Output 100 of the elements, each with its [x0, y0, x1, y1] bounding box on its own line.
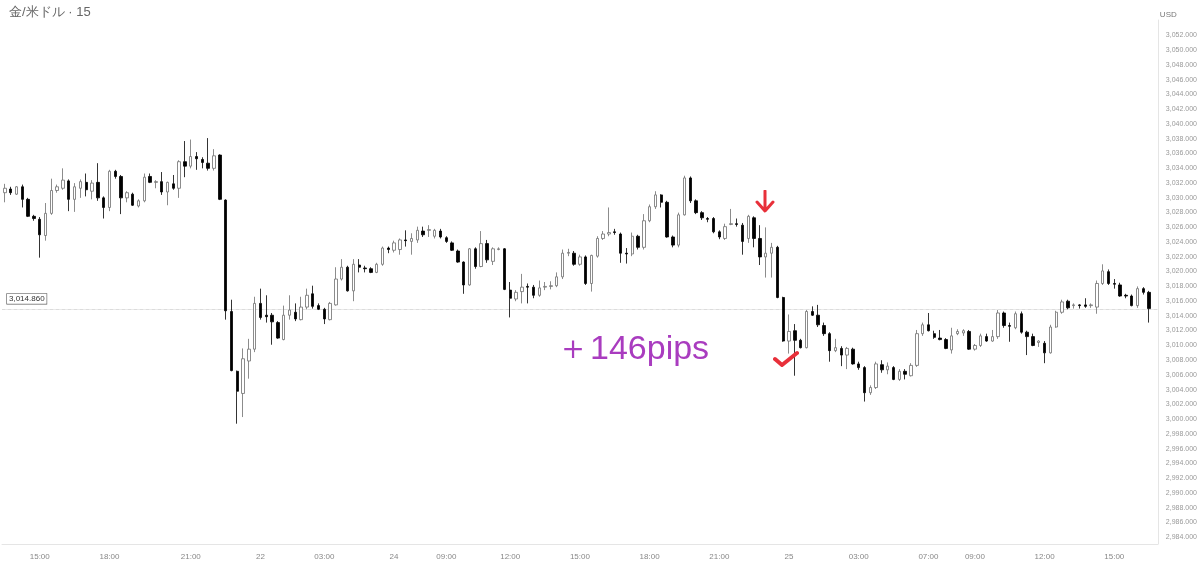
candlestick: [253, 296, 256, 353]
candlestick: [1072, 303, 1075, 309]
candlestick: [915, 329, 919, 368]
candlestick: [520, 273, 524, 304]
candlestick: [822, 322, 826, 337]
candlestick: [102, 195, 105, 219]
x-tick-label: 18:00: [99, 551, 121, 561]
candlestick: [474, 246, 477, 270]
candlestick: [15, 185, 18, 196]
x-tick-label: 22: [256, 551, 266, 561]
candlestick: [450, 241, 454, 252]
candlestick: [601, 230, 605, 241]
candlestick: [1147, 290, 1151, 323]
candlestick: [1118, 282, 1122, 298]
candlestick: [636, 234, 640, 250]
candlestick: [270, 312, 274, 346]
candlestick: [880, 359, 884, 374]
candlestick: [183, 140, 187, 178]
candlestick: [631, 232, 634, 257]
candlestick: [1078, 303, 1081, 309]
candlestick: [532, 284, 535, 299]
candlestick: [944, 337, 948, 350]
candlestick: [1095, 280, 1099, 315]
candlestick: [962, 328, 965, 337]
x-tick-label: 09:00: [436, 551, 457, 561]
candlestick: [572, 250, 576, 267]
candlestick: [793, 323, 797, 377]
candlestick: [363, 265, 367, 273]
candlestick: [3, 183, 7, 203]
x-tick-label: 21:00: [709, 551, 730, 561]
candlestick: [509, 281, 512, 318]
candlestick: [1008, 322, 1011, 343]
candlestick: [874, 361, 878, 390]
candlestick: [642, 213, 646, 250]
candlestick: [323, 307, 326, 325]
candlestick: [1113, 278, 1116, 290]
candlestick: [439, 228, 442, 239]
x-tick-label: 21:00: [180, 551, 202, 561]
candlestick: [770, 242, 773, 278]
candlestick: [607, 207, 611, 237]
candlestick: [665, 200, 669, 239]
candlestick: [456, 249, 460, 264]
candlestick: [1130, 294, 1133, 307]
candlestick: [1043, 340, 1046, 364]
candlestick: [1124, 293, 1128, 299]
candlestick: [468, 247, 471, 287]
candlestick: [805, 309, 808, 349]
candlestick: [177, 159, 181, 199]
candlestick: [21, 184, 24, 208]
candlestick: [172, 174, 175, 191]
candlestick: [375, 262, 378, 274]
candlestick: [1060, 299, 1064, 315]
x-tick-label: 12:00: [1034, 551, 1056, 561]
candlestick: [195, 151, 198, 171]
candlestick: [497, 246, 500, 251]
candlestick: [735, 218, 738, 228]
candlestick: [1089, 303, 1093, 309]
candlestick: [567, 248, 570, 257]
candlestick: [694, 198, 698, 215]
candlestick: [811, 305, 814, 317]
x-tick-label: 12:00: [500, 551, 521, 561]
candlestick: [921, 322, 924, 337]
candlestick: [479, 230, 483, 268]
candlestick: [38, 216, 41, 259]
candlestick: [689, 176, 692, 204]
x-tick-label: 18:00: [639, 551, 661, 561]
x-tick-label: 07:00: [918, 551, 939, 561]
x-tick-label: 03:00: [314, 551, 335, 561]
candlestick: [619, 232, 622, 264]
candlestick: [50, 178, 53, 216]
candlestick: [555, 272, 558, 288]
candlestick: [328, 301, 332, 321]
candlestick: [840, 345, 843, 367]
candlestick: [230, 299, 233, 372]
candlestick: [503, 247, 506, 291]
candlestick: [32, 214, 36, 222]
candlestick: [311, 285, 314, 309]
candlestick: [561, 249, 564, 280]
candlestick: [1101, 263, 1104, 286]
x-tick-label: 15:00: [29, 551, 51, 561]
candlestick: [991, 329, 994, 343]
candlestick: [1014, 311, 1017, 330]
candlestick: [526, 283, 529, 304]
candlestick: [938, 329, 942, 341]
candlestick: [131, 192, 134, 207]
candlestick: [189, 139, 192, 169]
candlestick: [514, 289, 518, 302]
candlestick: [294, 303, 297, 322]
candlestick: [584, 255, 587, 286]
candlestick: [543, 281, 547, 291]
candlestick: [851, 347, 855, 366]
chart-title: 金/米ドル · 15: [9, 4, 91, 19]
candlestick: [700, 210, 704, 221]
candlestick: [445, 235, 448, 244]
candlestick: [898, 368, 901, 382]
candlestick: [485, 239, 489, 264]
candlestick: [927, 312, 930, 332]
x-tick-label: 15:00: [569, 551, 591, 561]
candlestick: [334, 266, 338, 307]
candlestick: [148, 173, 152, 184]
